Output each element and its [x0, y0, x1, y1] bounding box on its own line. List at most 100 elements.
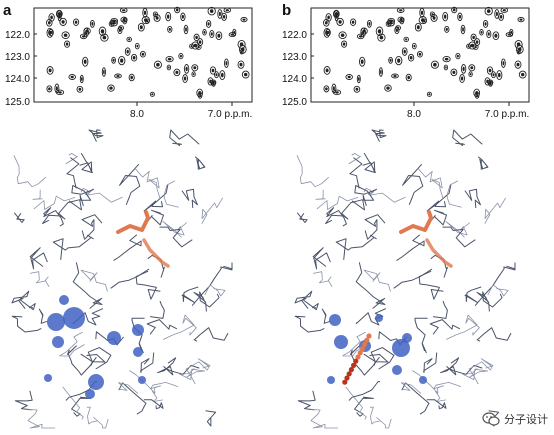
peak-core [359, 35, 363, 38]
nmr-peak [193, 33, 200, 42]
peak-contour [394, 26, 400, 35]
watermark-text: 分子设计 [504, 413, 548, 426]
backbone-segment [363, 269, 391, 292]
backbone-segment [312, 271, 333, 288]
peak-contour [56, 10, 62, 18]
peak-contour [89, 19, 95, 28]
peak-contour [237, 39, 246, 49]
nmr-peak [450, 68, 458, 77]
peak-core [474, 46, 477, 49]
nmr-peak [73, 18, 80, 26]
nmr-peak [338, 31, 347, 40]
peak-contour [128, 73, 135, 82]
peak-contour [165, 55, 174, 63]
backbone-segment [349, 157, 363, 189]
peak-contour [126, 36, 132, 43]
backbone-segment [67, 345, 97, 376]
peak-core [342, 42, 346, 46]
peak-core [197, 46, 200, 49]
ligand-highlight [116, 210, 170, 268]
peak-core [139, 25, 143, 30]
peak-core [325, 87, 328, 91]
nmr-frame-b [310, 7, 530, 103]
backbone-segment [476, 327, 512, 342]
peak-core [215, 73, 218, 77]
backbone-segment [118, 382, 139, 394]
backbone-segment [201, 197, 224, 224]
backbone-segment [185, 358, 211, 385]
nmr-peak [197, 38, 204, 47]
red-sphere [344, 375, 350, 381]
backbone-segment [59, 331, 85, 357]
peak-core [347, 75, 351, 79]
backbone-segment [348, 153, 362, 164]
backbone-segment [354, 396, 374, 417]
nmr-peak [191, 71, 196, 78]
peak-core [428, 93, 431, 96]
peak-core [431, 13, 434, 16]
nmr-peak [178, 52, 184, 60]
peak-contour [419, 7, 425, 18]
peak-core [130, 75, 133, 80]
backbone-segment [446, 314, 480, 340]
backbone-segment [430, 254, 448, 278]
x-tick-label: 7.0 p.p.m. [485, 109, 529, 120]
peak-contour [134, 42, 140, 50]
peak-contour [98, 26, 107, 37]
red-sphere-chain [342, 333, 372, 385]
peak-contour [501, 58, 506, 68]
peak-core [179, 54, 182, 58]
peak-core [82, 35, 86, 38]
nmr-peak [79, 33, 88, 40]
nmr-peak [237, 60, 245, 69]
peak-core [83, 59, 87, 64]
peak-contour [149, 91, 155, 97]
backbone-segment [371, 129, 387, 142]
backbone-segment [484, 197, 507, 224]
peak-core [368, 22, 371, 26]
peak-contour [79, 33, 88, 40]
peak-core [70, 75, 74, 79]
peak-core [324, 21, 328, 25]
nmr-peak [486, 29, 492, 39]
sphere [47, 313, 65, 331]
backbone-segment [71, 185, 94, 206]
peak-core [519, 18, 523, 21]
backbone-segment [303, 299, 319, 311]
backbone-segment [159, 226, 193, 248]
nmr-peak [207, 6, 216, 16]
peak-contour [514, 60, 522, 69]
peak-contour [100, 33, 109, 42]
nmr-peak [55, 89, 65, 96]
peak-core [332, 86, 335, 91]
peak-contour [391, 73, 399, 79]
peak-contour [496, 70, 503, 81]
peak-contour [323, 66, 331, 75]
backbone-segment [193, 327, 229, 342]
peak-core [452, 8, 456, 12]
backbone-segment [315, 189, 326, 200]
nmr-peak [214, 71, 219, 79]
peak-contour [474, 38, 481, 47]
nmr-peak [366, 19, 372, 28]
nmr-x-axis-a: 8.0 7.0 p.p.m. [130, 102, 252, 120]
peak-contour [139, 50, 146, 58]
peak-contour [239, 49, 244, 55]
peak-core [469, 73, 472, 76]
backbone-segment [363, 353, 389, 363]
x-tick-label: 8.0 [130, 109, 144, 120]
peak-contour [223, 7, 232, 13]
peak-core [486, 9, 491, 14]
peak-contour [468, 71, 473, 78]
nmr-peak [119, 7, 128, 13]
backbone-segment [86, 406, 97, 425]
backbone-segment [81, 214, 103, 240]
peak-contour [442, 11, 449, 22]
peak-core [351, 20, 355, 24]
red-sphere [353, 358, 359, 364]
nmr-peak [353, 85, 361, 93]
backbone-segment [396, 234, 425, 262]
backbone-segment [194, 156, 206, 170]
nmr-spectrum-b: 122.0 123.0 124.0 125.0 8.0 7.0 p.p.m. [282, 6, 530, 120]
